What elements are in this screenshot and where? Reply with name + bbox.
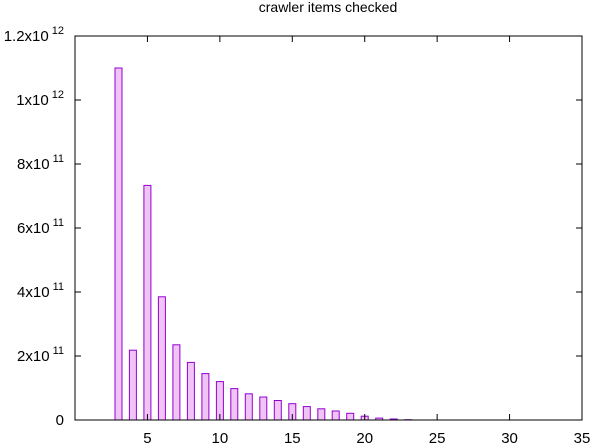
bar-13 [260,397,267,420]
x-tick-label: 10 [212,430,229,444]
bar-9 [202,374,209,420]
bar-16 [303,407,310,420]
y-tick-label: 0 [56,412,64,429]
y-tick-label: 6x10 11 [17,217,64,237]
bar-14 [274,401,281,421]
x-tick-label: 5 [143,430,151,444]
bar-17 [318,409,325,420]
y-tick-label: 1x10 12 [16,89,64,109]
bar-12 [245,394,252,420]
y-tick-label: 2x10 11 [17,345,64,365]
bar-5 [144,185,151,420]
x-tick-label: 25 [429,430,446,444]
bar-8 [187,362,194,420]
bars-layer [115,68,412,420]
x-tick-label: 15 [284,430,301,444]
y-tick-label: 4x10 11 [17,281,64,301]
bar-19 [347,413,354,420]
bar-11 [231,389,238,420]
x-tick-label: 35 [574,430,590,444]
x-tick-label: 30 [501,430,518,444]
chart-title: crawler items checked [259,0,398,15]
bar-4 [129,350,136,420]
bar-6 [158,297,165,420]
bar-3 [115,68,122,420]
bar-7 [173,345,180,420]
y-tick-label: 1.2x10 12 [4,25,64,45]
x-tick-label: 20 [356,430,373,444]
bar-18 [332,411,339,420]
y-tick-label: 8x10 11 [17,153,64,173]
ticks-layer: 5 10 15 20 25 30 35 0 2x10 11 4x10 11 6x10 11 8x10 11 1x… [4,25,590,444]
